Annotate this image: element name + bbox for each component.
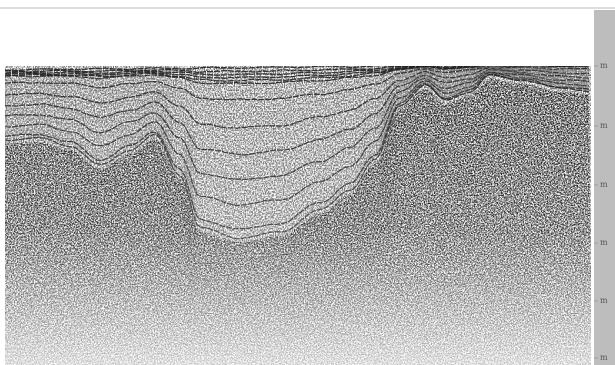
scale-label: m (600, 61, 608, 70)
scale-label: m (600, 353, 608, 362)
scale-label: m (600, 238, 608, 247)
scale-label: m (600, 121, 608, 130)
page: mmmmmm (() => { const data = JSON.parse(… (0, 0, 615, 365)
depth-fade (5, 66, 591, 365)
scale-label: m (600, 180, 608, 189)
scale-label: m (600, 296, 608, 305)
profile-image (5, 64, 591, 365)
seismic-profile: m m m m m m (0, 0, 615, 365)
